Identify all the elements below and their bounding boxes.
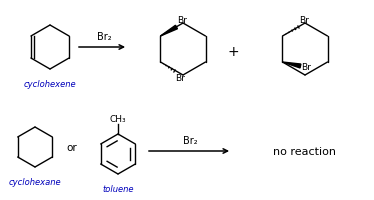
Text: cyclohexene: cyclohexene xyxy=(24,80,76,89)
Text: Br: Br xyxy=(301,63,312,72)
Text: Br: Br xyxy=(175,74,186,83)
Text: Br₂: Br₂ xyxy=(183,135,197,145)
Text: Br: Br xyxy=(178,16,187,25)
Polygon shape xyxy=(282,63,301,69)
Text: Br: Br xyxy=(300,16,309,25)
Text: +: + xyxy=(227,45,239,59)
Text: Br₂: Br₂ xyxy=(97,32,111,42)
Text: CH₃: CH₃ xyxy=(110,114,126,123)
Polygon shape xyxy=(160,26,178,37)
Text: no reaction: no reaction xyxy=(273,146,337,156)
Text: or: or xyxy=(67,142,77,152)
Text: toluene: toluene xyxy=(102,184,134,193)
Text: cyclohexane: cyclohexane xyxy=(9,177,61,186)
